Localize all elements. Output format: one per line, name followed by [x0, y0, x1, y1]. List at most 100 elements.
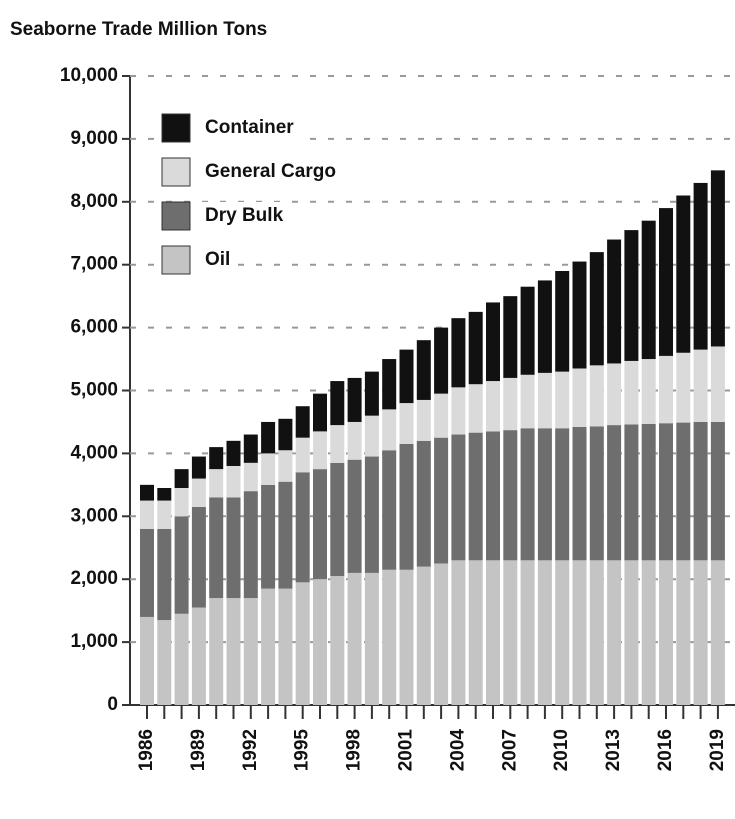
y-tick-label: 2,000: [70, 568, 118, 589]
bar-segment: [140, 616, 154, 705]
bar-segment: [451, 560, 466, 705]
bar-segment: [157, 620, 172, 705]
bar-segment: [295, 406, 310, 438]
bar-segment: [503, 296, 518, 378]
bar-segment: [607, 425, 622, 561]
bar-segment: [468, 384, 483, 433]
bar-segment: [399, 403, 414, 444]
bar-segment: [174, 613, 189, 705]
y-tick-label: 9,000: [70, 128, 118, 149]
bar-segment: [191, 478, 206, 507]
bar-segment: [313, 431, 327, 470]
y-tick-label: 6,000: [70, 317, 118, 338]
bar-segment: [641, 359, 656, 424]
bar-segment: [174, 487, 189, 517]
x-tick-label: 2013: [603, 729, 624, 771]
bar-segment: [641, 423, 656, 561]
bar-segment: [416, 566, 431, 705]
x-tick-label: 1992: [240, 729, 261, 771]
bar-segment: [451, 318, 466, 388]
bar-segment: [555, 371, 570, 429]
bar-segment: [261, 421, 276, 454]
bar-segment: [174, 516, 189, 614]
legend-label: Dry Bulk: [205, 205, 284, 226]
bar-segment: [209, 497, 224, 599]
legend-bg: [200, 246, 238, 274]
bar-segment: [589, 252, 604, 366]
bar-segment: [347, 421, 362, 460]
bar-segment: [555, 270, 570, 372]
bar-segment: [434, 563, 449, 705]
bar-segment: [416, 399, 431, 441]
bar-segment: [313, 579, 327, 705]
bar-segment: [209, 469, 224, 498]
x-tick-label: 2019: [707, 729, 728, 771]
bar-segment: [676, 195, 691, 353]
bar-segment: [537, 560, 552, 705]
bar-segment: [157, 487, 172, 501]
y-tick-label: 0: [107, 694, 118, 715]
bar-segment: [486, 431, 500, 561]
bar-segment: [243, 491, 258, 599]
bar-segment: [537, 372, 552, 429]
bar-segment: [243, 598, 258, 705]
bar-segment: [278, 450, 293, 482]
bar-segment: [434, 437, 449, 564]
bar-segment: [330, 381, 345, 426]
bar-segment: [537, 428, 552, 561]
x-tick-label: 2001: [396, 729, 417, 772]
x-tick-label: 2016: [655, 729, 676, 771]
bar-segment: [226, 440, 241, 466]
bar-segment: [486, 381, 500, 432]
bar-segment: [140, 484, 154, 501]
bar-segment: [607, 560, 622, 705]
bar-segment: [399, 443, 414, 570]
y-tick-label: 8,000: [70, 191, 118, 212]
bar-segment: [572, 426, 587, 561]
bar-segment: [209, 598, 224, 705]
bar-segment: [641, 220, 656, 360]
bar-segment: [434, 327, 449, 394]
legend-label: Container: [205, 117, 294, 138]
bar-segment: [243, 462, 258, 492]
y-tick-label: 1,000: [70, 631, 118, 652]
bar-segment: [520, 560, 535, 705]
legend-bg: [200, 114, 302, 142]
bar-segment: [468, 560, 483, 705]
bar-segment: [382, 569, 397, 705]
bar-segment: [382, 450, 397, 570]
bar-segment: [710, 346, 725, 422]
bar-segment: [295, 472, 310, 583]
x-tick-label: 2010: [551, 729, 572, 771]
legend-swatch: [161, 245, 191, 275]
bar-segment: [676, 352, 691, 423]
bar-segment: [676, 560, 691, 705]
bar-segment: [261, 484, 276, 589]
bar-segment: [659, 355, 673, 424]
legend-swatch: [161, 201, 191, 231]
bar-segment: [693, 421, 708, 561]
y-tick-label: 7,000: [70, 254, 118, 275]
bar-segment: [278, 588, 293, 705]
legend-swatch: [161, 113, 191, 143]
y-tick-label: 10,000: [60, 65, 118, 86]
bar-segment: [364, 572, 379, 705]
bar-segment: [330, 576, 345, 705]
bar-segment: [330, 462, 345, 577]
legend-label: Oil: [205, 249, 230, 270]
bar-segment: [641, 560, 656, 705]
bar-segment: [347, 459, 362, 573]
bar-segment: [347, 572, 362, 705]
bar-segment: [676, 422, 691, 561]
bar-segment: [572, 560, 587, 705]
x-tick-label: 1995: [292, 729, 313, 772]
bar-segment: [624, 230, 639, 361]
bar-segment: [486, 560, 500, 705]
bar-segment: [209, 447, 224, 470]
bar-segment: [693, 182, 708, 350]
bar-segment: [174, 469, 189, 488]
bar-segment: [572, 261, 587, 369]
bar-segment: [157, 528, 172, 621]
bar-segment: [710, 170, 725, 347]
